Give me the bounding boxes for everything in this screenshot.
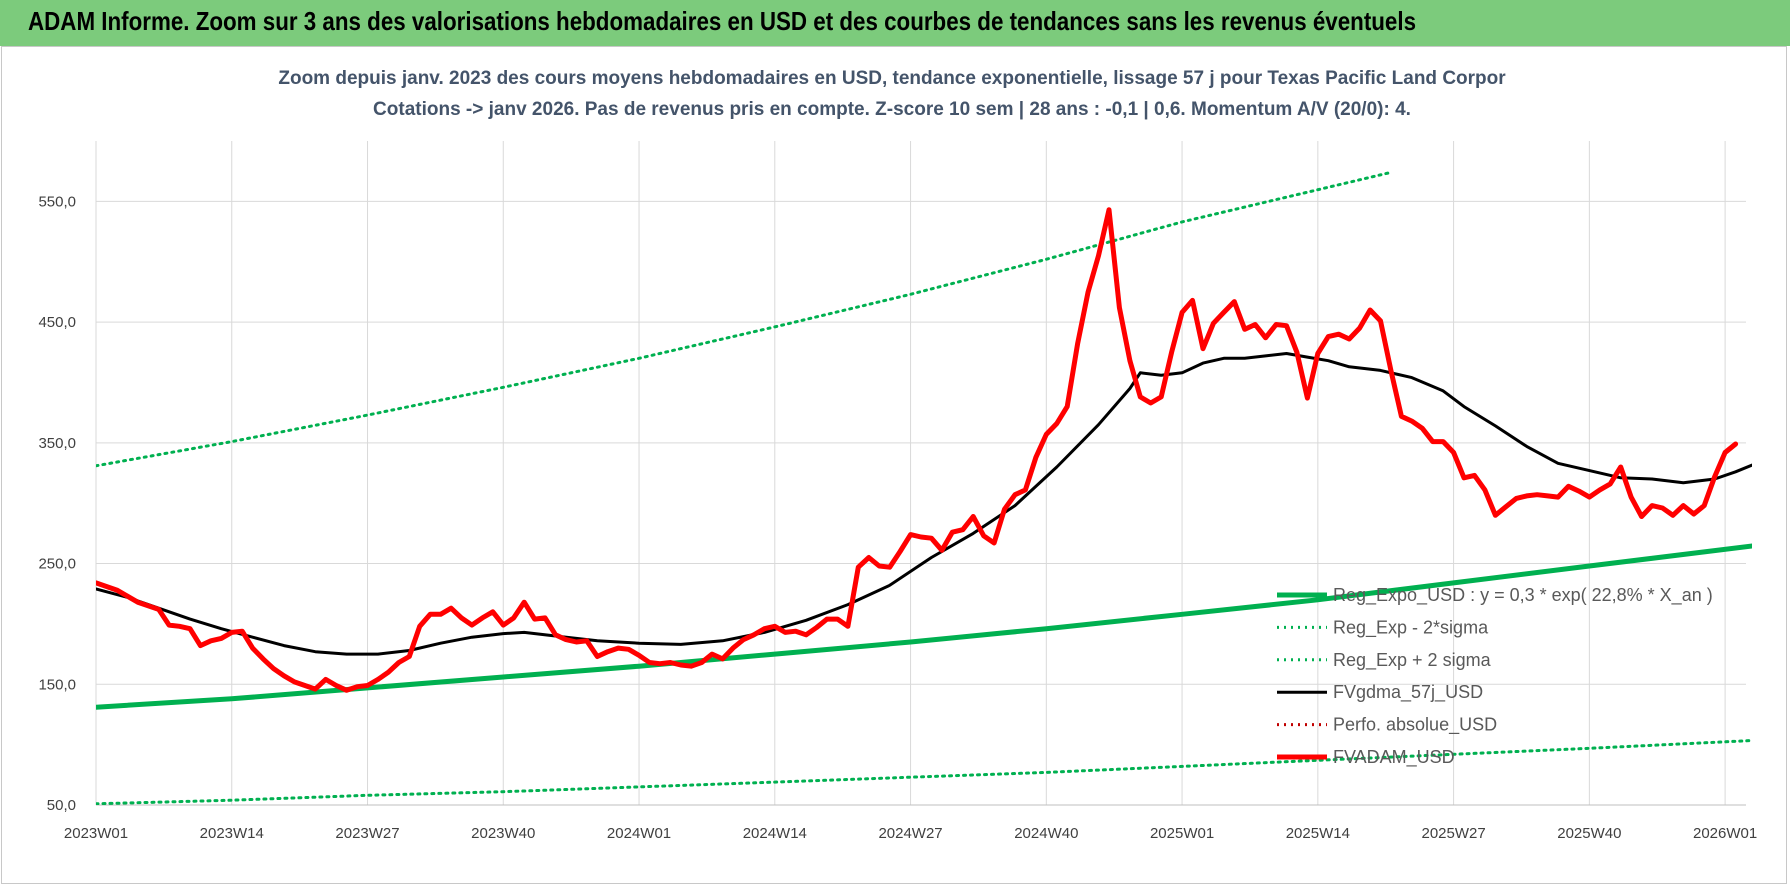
legend-entry: FVgdma_57j_USD — [1333, 682, 1483, 703]
series-line-0 — [96, 543, 1752, 710]
y-tick-label: 550,0 — [38, 193, 76, 210]
x-tick-label: 2023W14 — [200, 825, 264, 842]
x-tick-label: 2024W27 — [878, 825, 942, 842]
y-tick-label: 450,0 — [38, 314, 76, 331]
legend: Reg_Expo_USD : y = 0,3 * exp( 22,8% * X_… — [1277, 585, 1713, 768]
x-tick-label: 2023W27 — [335, 825, 399, 842]
x-tick-label: 2024W40 — [1014, 825, 1078, 842]
y-tick-label: 250,0 — [38, 556, 76, 573]
series-line-3 — [96, 352, 1752, 656]
x-tick-label: 2025W14 — [1286, 825, 1350, 842]
y-tick-label: 150,0 — [38, 676, 76, 693]
x-tick-label: 2025W27 — [1421, 825, 1485, 842]
x-tick-label: 2023W01 — [64, 825, 128, 842]
x-tick-label: 2025W01 — [1150, 825, 1214, 842]
axes: 50,0 150,0 250,0 350,0 450,0 550,0 2023W01 2023… — [38, 193, 1757, 842]
chart-title-line2: Cotations -> janv 2026. Pas de revenus p… — [373, 99, 1411, 120]
grid-lines — [95, 141, 1746, 806]
legend-entry: FVADAM_USD — [1333, 747, 1455, 768]
title-banner: ADAM Informe. Zoom sur 3 ans des valoris… — [0, 0, 1790, 46]
x-tick-label: 2023W40 — [471, 825, 535, 842]
x-tick-label: 2024W01 — [607, 825, 671, 842]
banner-title: ADAM Informe. Zoom sur 3 ans des valoris… — [28, 6, 1417, 36]
line-chart: 50,0 150,0 250,0 350,0 450,0 550,0 2023W01 2023… — [38, 68, 1757, 842]
series-layer — [96, 170, 1752, 805]
series-line-1 — [96, 739, 1752, 805]
x-tick-label: 2024W14 — [743, 825, 807, 842]
legend-entry: Reg_Exp - 2*sigma — [1333, 617, 1489, 638]
x-tick-label: 2025W40 — [1557, 825, 1621, 842]
y-tick-label: 50,0 — [47, 797, 76, 814]
legend-entry: Reg_Expo_USD : y = 0,3 * exp( 22,8% * X_… — [1333, 585, 1713, 606]
series-line-5 — [96, 207, 1739, 693]
y-tick-label: 350,0 — [38, 435, 76, 452]
chart-frame: 50,0 150,0 250,0 350,0 450,0 550,0 2023W01 2023… — [1, 46, 1787, 884]
legend-entry: Perfo. absolue_USD — [1333, 715, 1497, 736]
chart-title-line1: Zoom depuis janv. 2023 des cours moyens … — [278, 68, 1506, 89]
x-tick-label: 2026W01 — [1693, 825, 1757, 842]
legend-entry: Reg_Exp + 2 sigma — [1333, 650, 1492, 671]
